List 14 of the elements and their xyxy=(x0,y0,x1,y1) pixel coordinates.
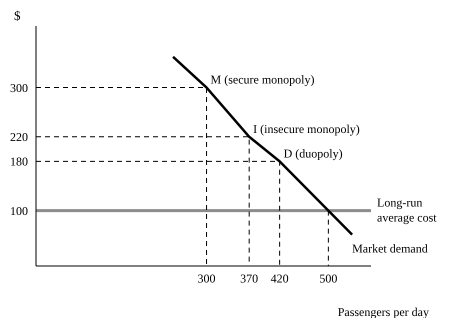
y-axis-title: $ xyxy=(14,8,20,24)
y-tick-label: 300 xyxy=(10,80,28,95)
annotation: M (secure monopoly) xyxy=(210,72,315,87)
annotation: D (duopoly) xyxy=(284,146,343,160)
annotation: I (insecure monopoly) xyxy=(253,122,360,136)
y-tick-label: 180 xyxy=(10,154,28,169)
x-tick-label: 370 xyxy=(240,272,258,286)
x-tick-label: 500 xyxy=(319,272,338,286)
x-tick-label: 300 xyxy=(198,272,216,286)
x-tick-label: 420 xyxy=(270,272,289,286)
ref-line-label: Long-run average cost xyxy=(377,196,438,225)
y-tick-label: 100 xyxy=(10,204,28,218)
y-tick-label: 220 xyxy=(10,130,28,144)
series-label: Market demand xyxy=(352,242,428,256)
